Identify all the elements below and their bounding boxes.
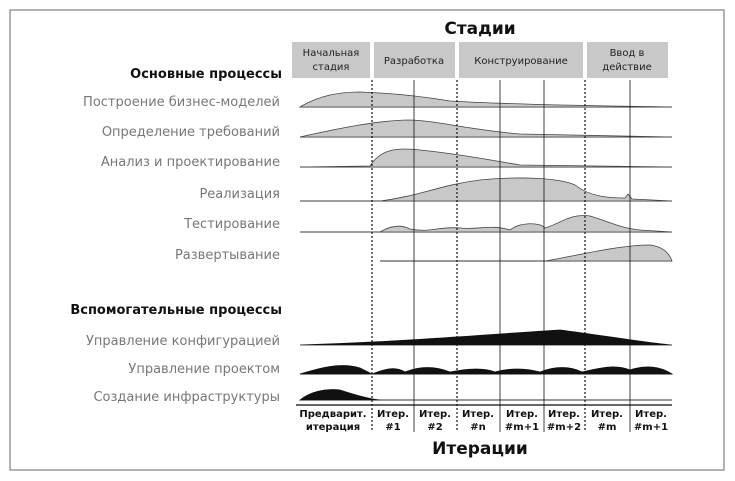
phase-label: стадия: [313, 62, 350, 73]
phase-label: Ввод в: [610, 48, 645, 59]
iteration-label: #2: [427, 422, 442, 433]
phase-label: действие: [602, 62, 651, 73]
workflow-label: Построение бизнес-моделей: [83, 95, 280, 110]
iteration-label: Предварит.: [299, 409, 366, 420]
footer-title: Итерации: [432, 439, 528, 459]
workflow-label: Развертывание: [175, 248, 280, 263]
iteration-label: Итер.: [548, 409, 580, 420]
workflow-label: Управление конфигурацией: [86, 334, 280, 349]
iteration-dividers: [371, 80, 631, 432]
workflow-label: Определение требований: [102, 125, 280, 140]
iteration-label: Итер.: [635, 409, 667, 420]
phase-headers: Начальная стадия Разработка Конструирова…: [292, 42, 668, 78]
iteration-label: итерация: [306, 422, 360, 433]
frame: [9, 9, 725, 471]
workflow-label: Создание инфраструктуры: [93, 390, 280, 405]
iteration-label: #1: [385, 422, 400, 433]
section-title: Вспомогательные процессы: [70, 303, 282, 318]
phase-box: [459, 42, 583, 78]
phase-label: Начальная: [303, 48, 360, 59]
labels: Основные процессы Построение бизнес-моде…: [70, 67, 282, 405]
iteration-label: #m+1: [634, 422, 668, 433]
workflow-label: Анализ и проектирование: [101, 155, 280, 170]
phase-label: Разработка: [384, 56, 444, 67]
iteration-label: #m+2: [547, 422, 581, 433]
iteration-labels: Предварит. итерация Итер. #1 Итер. #2 Ит…: [299, 409, 668, 433]
iteration-label: #n: [470, 422, 486, 433]
phase-box: [587, 42, 668, 78]
workflow-label: Управление проектом: [128, 362, 280, 377]
section-title: Основные процессы: [130, 67, 282, 82]
phase-box: [374, 42, 455, 78]
phase-label: Конструирование: [474, 56, 568, 67]
iteration-label: Итер.: [377, 409, 409, 420]
workflow-label: Реализация: [199, 187, 280, 202]
iteration-label: Итер.: [591, 409, 623, 420]
iteration-label: #m+1: [505, 422, 539, 433]
iteration-label: Итер.: [462, 409, 494, 420]
iteration-label: Итер.: [419, 409, 451, 420]
phase-box: [292, 42, 370, 78]
workflow-humps: [298, 91, 674, 401]
iteration-label: Итер.: [506, 409, 538, 420]
title: Стадии: [444, 19, 515, 39]
workflow-label: Тестирование: [183, 217, 280, 232]
iteration-label: #m: [598, 422, 617, 433]
